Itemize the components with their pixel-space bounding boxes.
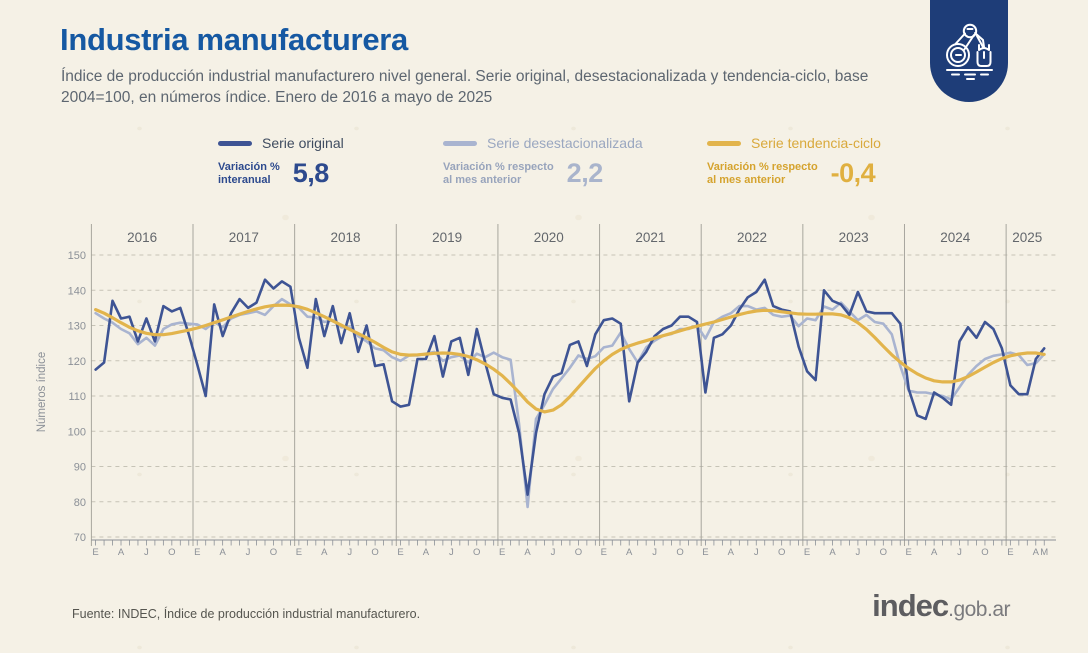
indec-logo-suffix: .gob.ar: [948, 598, 1010, 621]
svg-text:2023: 2023: [839, 230, 869, 245]
series-original-line: [94, 278, 1046, 497]
year-separators: [90, 224, 1007, 546]
svg-text:O: O: [270, 547, 277, 558]
legend-group-desestacionalizada: Serie desestacionalizada Variación % res…: [443, 134, 643, 189]
svg-text:A: A: [321, 547, 328, 558]
svg-text:A: A: [118, 547, 125, 558]
page-subtitle: Índice de producción industrial manufact…: [61, 68, 869, 106]
svg-text:O: O: [676, 547, 683, 558]
svg-text:J: J: [246, 547, 251, 558]
series-desestacionalizada-line: [94, 297, 1046, 509]
page-title: Industria manufacturera: [60, 22, 408, 57]
svg-text:A: A: [626, 547, 633, 558]
svg-text:J: J: [449, 547, 454, 558]
legend-group-tendencia: Serie tendencia-ciclo Variación % respec…: [707, 134, 881, 189]
legend-label-original: Serie original: [262, 135, 344, 151]
svg-text:J: J: [652, 547, 657, 558]
svg-text:J: J: [856, 547, 861, 558]
svg-text:2016: 2016: [127, 230, 157, 245]
legend-swatch-desestacionalizada-icon: [443, 140, 477, 146]
stat-label-original: Variación % interanual: [218, 160, 280, 186]
svg-text:O: O: [473, 547, 480, 558]
svg-text:A: A: [931, 547, 938, 558]
svg-text:2024: 2024: [940, 230, 971, 245]
svg-text:2018: 2018: [330, 230, 360, 245]
svg-text:A: A: [524, 547, 531, 558]
svg-text:E: E: [397, 547, 403, 558]
svg-text:O: O: [575, 547, 582, 558]
svg-text:E: E: [296, 547, 302, 558]
svg-text:2021: 2021: [635, 230, 665, 245]
svg-text:O: O: [981, 547, 988, 558]
year-labels: 2016 2017 2018 2019 2020 2021 2022 2023 2024 2025: [127, 230, 1042, 245]
svg-text:E: E: [804, 547, 810, 558]
svg-text:O: O: [371, 547, 378, 558]
legend-group-original: Serie original Variación % interanual 5,8: [218, 134, 344, 189]
stat-value-desestacionalizada: 2,2: [566, 158, 604, 188]
svg-text:E: E: [601, 547, 607, 558]
y-axis-tick-labels: 150 140 130 120 110 100 90 80 70: [68, 250, 86, 544]
svg-text:70: 70: [74, 532, 86, 544]
svg-text:O: O: [880, 547, 887, 558]
svg-text:E: E: [702, 547, 708, 558]
svg-text:2022: 2022: [737, 230, 767, 245]
indec-logo: indec .gob.ar: [872, 588, 1010, 624]
source-note: Fuente: INDEC, Índice de producción indu…: [72, 607, 421, 621]
svg-text:A: A: [829, 547, 836, 558]
svg-text:A: A: [728, 547, 735, 558]
svg-text:E: E: [906, 547, 912, 558]
svg-text:140: 140: [68, 285, 86, 297]
svg-text:J: J: [957, 547, 962, 558]
industrial-robot-icon: [946, 23, 993, 80]
svg-text:J: J: [754, 547, 759, 558]
gridlines: [91, 254, 1056, 538]
stat-label-desestacionalizada: Variación % respecto al mes anterior: [443, 160, 554, 186]
svg-text:A: A: [423, 547, 430, 558]
legend-swatch-original-icon: [218, 140, 252, 146]
stat-label-tendencia: Variación % respecto al mes anterior: [707, 160, 818, 186]
svg-text:O: O: [168, 547, 175, 558]
svg-text:150: 150: [68, 250, 86, 262]
legend-swatch-tendencia-icon: [707, 140, 741, 146]
svg-text:E: E: [1007, 547, 1013, 558]
svg-text:2019: 2019: [432, 230, 462, 245]
svg-text:A: A: [219, 547, 226, 558]
svg-text:2017: 2017: [229, 230, 259, 245]
svg-text:130: 130: [68, 321, 86, 333]
serie-original-path: [94, 278, 1046, 497]
svg-text:O: O: [778, 547, 785, 558]
serie-desestacionalizada-path: [94, 297, 1046, 509]
series-tendencia-line: [93, 303, 1046, 414]
svg-text:90: 90: [74, 462, 86, 474]
svg-text:2020: 2020: [534, 230, 564, 245]
svg-text:J: J: [347, 547, 352, 558]
stat-value-tendencia: -0,4: [830, 158, 876, 188]
legend-label-desestacionalizada: Serie desestacionalizada: [487, 135, 643, 151]
serie-tendencia-ciclo-path: [93, 303, 1046, 414]
legend-label-tendencia: Serie tendencia-ciclo: [751, 135, 881, 151]
indec-logo-text: indec: [872, 588, 949, 623]
svg-text:110: 110: [68, 391, 86, 403]
svg-text:E: E: [194, 547, 200, 558]
svg-text:A: A: [1033, 547, 1040, 558]
svg-text:E: E: [92, 547, 98, 558]
svg-text:M: M: [1040, 547, 1048, 558]
stat-value-original: 5,8: [292, 158, 330, 188]
svg-text:J: J: [551, 547, 556, 558]
svg-text:100: 100: [68, 426, 86, 438]
svg-text:2025: 2025: [1012, 230, 1042, 245]
svg-text:120: 120: [68, 356, 86, 368]
svg-text:80: 80: [74, 497, 86, 509]
svg-text:E: E: [499, 547, 505, 558]
sector-badge: [930, 0, 1008, 102]
y-axis-title: Números índice: [36, 351, 48, 433]
svg-text:J: J: [144, 547, 149, 558]
